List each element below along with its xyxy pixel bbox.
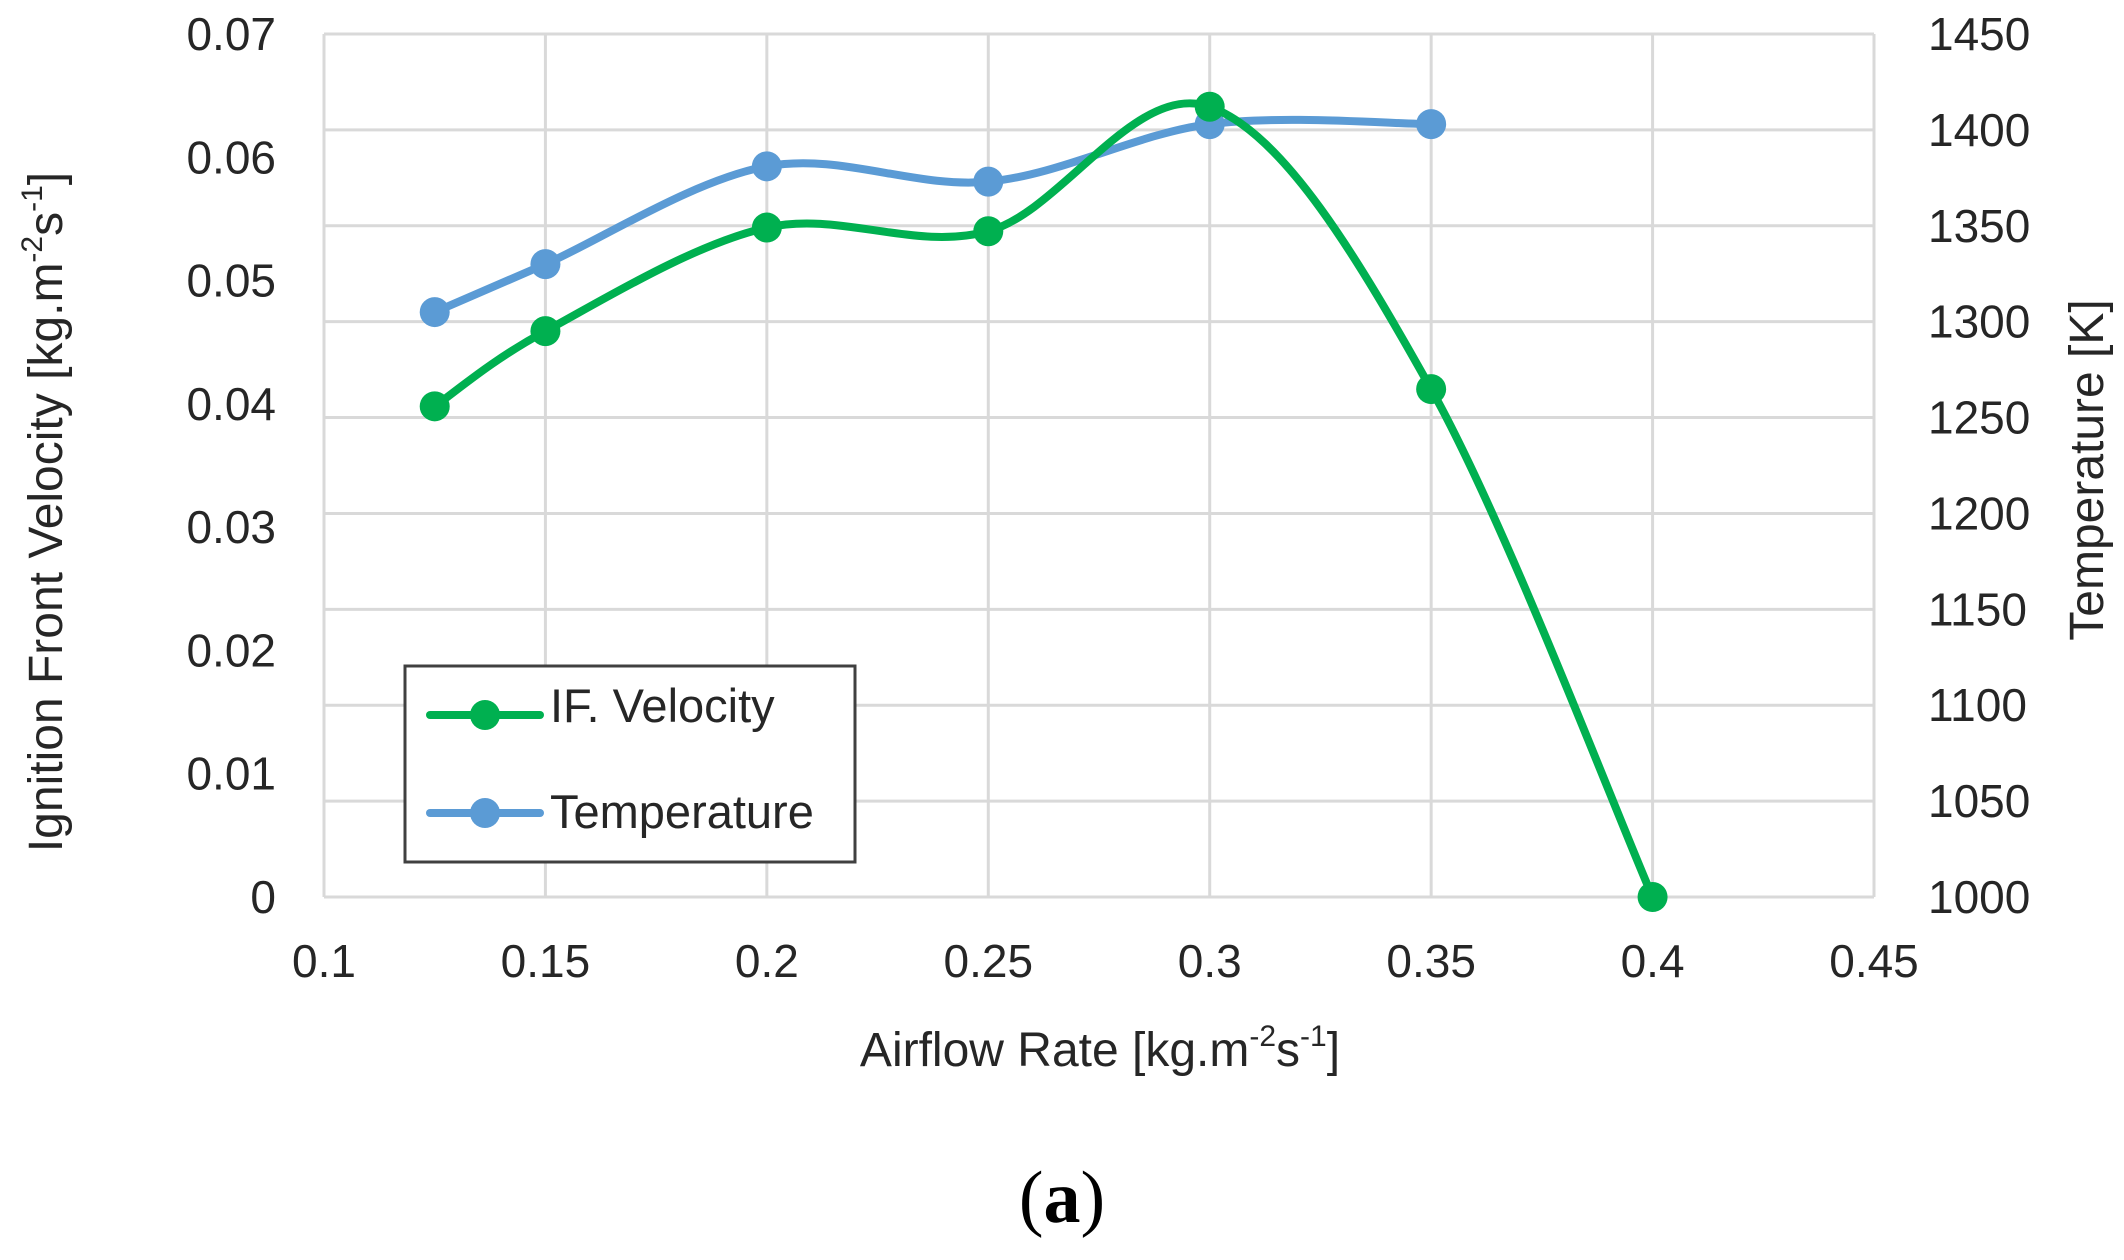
y-axis-title: Ignition Front Velocity [kg.m-2s-1] [16, 172, 73, 852]
legend: IF. Velocity Temperature [403, 664, 857, 864]
x-tick-label: 0.2 [735, 935, 799, 987]
y-axis-title-mid: s [20, 212, 73, 236]
y2-tick-label: 1250 [1928, 392, 2030, 444]
series-line-temperature [433, 115, 1432, 316]
legend-box [403, 664, 857, 864]
x-tick-label: 0.15 [501, 935, 591, 987]
data-point-if-velocity [1416, 374, 1447, 405]
y-axis-title-end: ] [20, 172, 73, 185]
data-point-if-velocity [419, 391, 450, 422]
y-tick-label: 0.04 [186, 378, 276, 430]
y-axis-title-exp1: -2 [16, 236, 49, 263]
legend-item-if-velocity: IF. Velocity [426, 679, 775, 732]
x-axis-title-end: ] [1327, 1024, 1340, 1077]
y-tick-label: 0.01 [186, 748, 276, 800]
x-axis-title: Airflow Rate [kg.m-2s-1] [860, 1020, 1340, 1077]
x-tick-label: 0.3 [1178, 935, 1242, 987]
y2-tick-label: 1050 [1928, 775, 2030, 827]
data-point-temperature [419, 297, 450, 328]
x-axis-title-mid: s [1276, 1024, 1300, 1077]
data-point-if-velocity [973, 216, 1004, 247]
y2-tick-label: 1150 [1928, 583, 2027, 635]
legend-label-if-velocity: IF. Velocity [550, 679, 775, 732]
y-tick-label: 0.03 [186, 501, 276, 553]
legend-item-temperature: Temperature [426, 785, 814, 838]
y-axis-title-main: Ignition Front Velocity [kg.m [20, 263, 73, 853]
y2-tick-label: 1100 [1928, 679, 2027, 731]
data-point-temperature [1416, 109, 1447, 140]
data-point-temperature [751, 151, 782, 182]
y2-tick-label: 1000 [1928, 871, 2030, 923]
y2-tick-label: 1350 [1928, 200, 2030, 252]
y2-axis-title: Temperature [K] [2061, 299, 2114, 640]
data-point-if-velocity [530, 316, 561, 347]
y2-tick-label: 1300 [1928, 296, 2030, 348]
x-tick-label: 0.1 [292, 935, 356, 987]
x-tick-label: 0.35 [1386, 935, 1476, 987]
x-tick-label: 0.45 [1829, 935, 1919, 987]
data-point-temperature [973, 166, 1004, 197]
series-layer [419, 91, 1668, 912]
y-tick-label: 0.07 [186, 8, 276, 60]
x-axis-title-exp2: -1 [1300, 1020, 1327, 1053]
panel-label-letter: a [1044, 1157, 1081, 1239]
y2-tick-label: 1200 [1928, 487, 2030, 539]
data-point-temperature [530, 249, 561, 280]
data-point-if-velocity [1637, 882, 1668, 912]
y2-tick-label: 1450 [1928, 8, 2030, 60]
x-tick-label: 0.25 [944, 935, 1034, 987]
y2-tick-label: 1400 [1928, 104, 2030, 156]
panel-label: (a) [1019, 1157, 1105, 1239]
x-axis-title-exp1: -2 [1249, 1020, 1276, 1053]
legend-marker-temperature [470, 798, 500, 828]
panel-label-open: ( [1019, 1157, 1044, 1239]
legend-label-temperature: Temperature [550, 785, 814, 838]
y-axis-title-exp2: -1 [16, 185, 49, 212]
legend-marker-if-velocity [470, 700, 500, 730]
x-axis-title-main: Airflow Rate [kg.m [860, 1024, 1249, 1077]
series-line-if-velocity [432, 99, 1657, 899]
y-tick-label: 0.05 [186, 255, 276, 307]
data-point-if-velocity [1194, 91, 1225, 122]
panel-label-close: ) [1081, 1157, 1106, 1239]
x-tick-label: 0.4 [1621, 935, 1685, 987]
y-tick-label: 0 [250, 871, 276, 923]
y-tick-label: 0.02 [186, 624, 276, 676]
y-tick-label: 0.06 [186, 131, 276, 183]
data-point-if-velocity [751, 212, 782, 243]
